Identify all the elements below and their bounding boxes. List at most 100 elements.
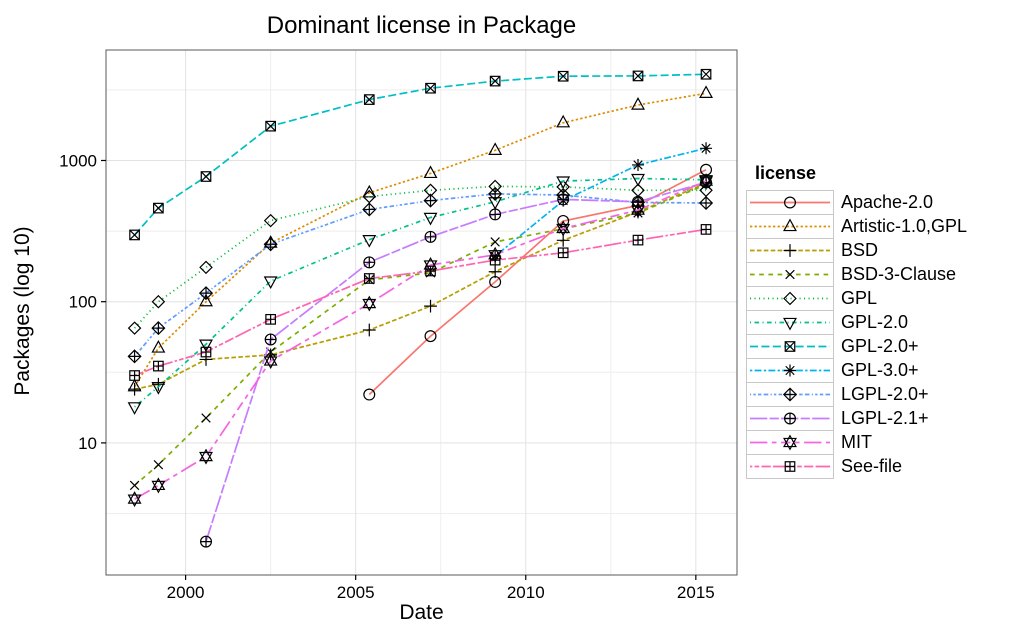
- series-line-Artistic-1.0,GPL: [133, 92, 707, 388]
- legend-key: [746, 334, 834, 359]
- circle-plus-icon: [489, 208, 502, 221]
- legend-key: [746, 454, 834, 479]
- asterisk-icon: [632, 158, 645, 171]
- cross-icon: [201, 413, 211, 423]
- star-of-david-icon: [199, 448, 213, 465]
- diamond-open-icon: [263, 213, 278, 228]
- star-of-david-icon: [556, 220, 571, 237]
- legend-key: [746, 310, 834, 335]
- square-cross-icon: [489, 75, 501, 87]
- square-cross-icon: [200, 171, 212, 182]
- triangle-down-open-icon: [199, 339, 213, 353]
- triangle-down-open-icon: [631, 173, 645, 187]
- gridlines: [106, 50, 737, 575]
- legend-item-GPL: GPL: [746, 286, 967, 311]
- triangle-down-open-icon: [362, 235, 377, 248]
- diamond-plus-icon: [263, 237, 278, 252]
- square-plus-icon: [363, 273, 375, 284]
- square-cross-icon: [700, 68, 712, 80]
- legend-item-BSD: BSD: [746, 238, 967, 263]
- series-See-file: [129, 224, 712, 381]
- x-tick-label: 2015: [677, 583, 715, 602]
- square-plus-icon: [153, 360, 164, 372]
- star-of-david-icon: [151, 477, 166, 494]
- series-line-Apache-2.0: [368, 168, 707, 396]
- triangle-up-open-icon: [631, 97, 645, 110]
- circle-plus-icon: [363, 256, 376, 269]
- x-tick-label: 2000: [167, 583, 205, 602]
- triangle-up-open-icon: [423, 165, 438, 179]
- y-tick-label: 1000: [59, 151, 97, 170]
- star-of-david-icon: [631, 202, 645, 219]
- legend-item-MIT: MIT: [746, 430, 967, 455]
- star-of-david-icon: [263, 353, 278, 370]
- circle-open-icon: [557, 214, 570, 227]
- circle-plus-icon: [200, 535, 213, 548]
- asterisk-icon: [784, 364, 796, 377]
- series-line-MIT: [134, 180, 707, 500]
- triangle-up-open-icon: [488, 142, 503, 155]
- panel-background: [106, 50, 737, 575]
- circle-plus-icon: [264, 333, 277, 346]
- square-plus-icon: [700, 224, 712, 235]
- y-tick-label: 100: [69, 293, 97, 312]
- legend-rows: Apache-2.0 Artistic-1.0,GPL BSD BSD-3-Claus…: [746, 190, 967, 479]
- triangle-down-open-icon: [699, 175, 714, 188]
- triangle-up-open-icon: [151, 339, 166, 353]
- legend-key: [746, 430, 834, 455]
- star-of-david-icon: [362, 295, 377, 312]
- series-GPL-2.0: [127, 173, 714, 415]
- diamond-open-icon: [783, 291, 797, 306]
- series-line-BSD: [134, 182, 707, 391]
- triangle-down-open-icon: [151, 382, 166, 395]
- square-plus-icon: [265, 313, 276, 325]
- legend-item-label: LGPL-2.0+: [841, 384, 929, 404]
- diamond-plus-icon: [423, 193, 438, 208]
- series-line-See-file: [134, 228, 707, 377]
- plus-icon: [424, 299, 437, 313]
- circle-plus-icon: [632, 195, 645, 208]
- chart-title: Dominant license in Package: [266, 12, 577, 39]
- legend-item-label: Apache-2.0: [841, 192, 934, 212]
- legend-title: license: [755, 163, 817, 183]
- circle-plus-icon: [424, 230, 437, 243]
- square-plus-icon: [129, 370, 140, 381]
- legend-item-LGPL-2.0+: LGPL-2.0+: [746, 382, 967, 407]
- plus-icon: [362, 323, 376, 337]
- legend-item-label: GPL: [841, 288, 878, 308]
- legend-item-label: LGPL-2.1+: [841, 408, 929, 428]
- circle-open-icon: [424, 330, 437, 343]
- series-LGPL-2.1+: [200, 176, 713, 548]
- legend-item-label: GPL-3.0+: [841, 360, 919, 380]
- diamond-plus-icon: [782, 387, 798, 402]
- legend: license Apache-2.0 Artistic-1.0,GPL BSD BSD…: [746, 163, 967, 479]
- x-axis-label: Date: [399, 601, 444, 624]
- series-line-BSD-3-Clause: [134, 183, 707, 487]
- legend-item-Artistic-1.0,GPL: Artistic-1.0,GPL: [746, 214, 967, 239]
- cross-icon: [153, 460, 164, 470]
- square-plus-icon: [489, 254, 501, 266]
- square-plus-icon: [632, 234, 644, 246]
- plus-icon: [128, 382, 141, 396]
- series-line-GPL-2.0: [134, 177, 707, 408]
- x-tick-label: 2010: [507, 583, 545, 602]
- legend-key: [746, 382, 834, 407]
- diamond-plus-icon: [362, 202, 377, 217]
- square-cross-icon: [153, 202, 164, 214]
- square-cross-icon: [557, 70, 569, 82]
- triangle-down-open-icon: [423, 212, 438, 226]
- series-line-LGPL-2.0+: [133, 193, 707, 357]
- cross-icon: [490, 237, 500, 247]
- square-cross-icon: [129, 229, 140, 241]
- legend-item-label: Artistic-1.0,GPL: [841, 216, 968, 236]
- panel-border: [105, 49, 738, 576]
- legend-key: [746, 214, 834, 239]
- square-plus-icon: [784, 461, 796, 472]
- legend-item-GPL-2.0: GPL-2.0: [746, 310, 967, 335]
- diamond-plus-icon: [198, 286, 214, 301]
- legend-key: [746, 190, 834, 215]
- cross-icon: [129, 480, 140, 491]
- legend-item-GPL-2.0+: GPL-2.0+: [746, 334, 967, 359]
- legend-item-Apache-2.0: Apache-2.0: [746, 190, 967, 215]
- triangle-down-open-icon: [263, 276, 278, 290]
